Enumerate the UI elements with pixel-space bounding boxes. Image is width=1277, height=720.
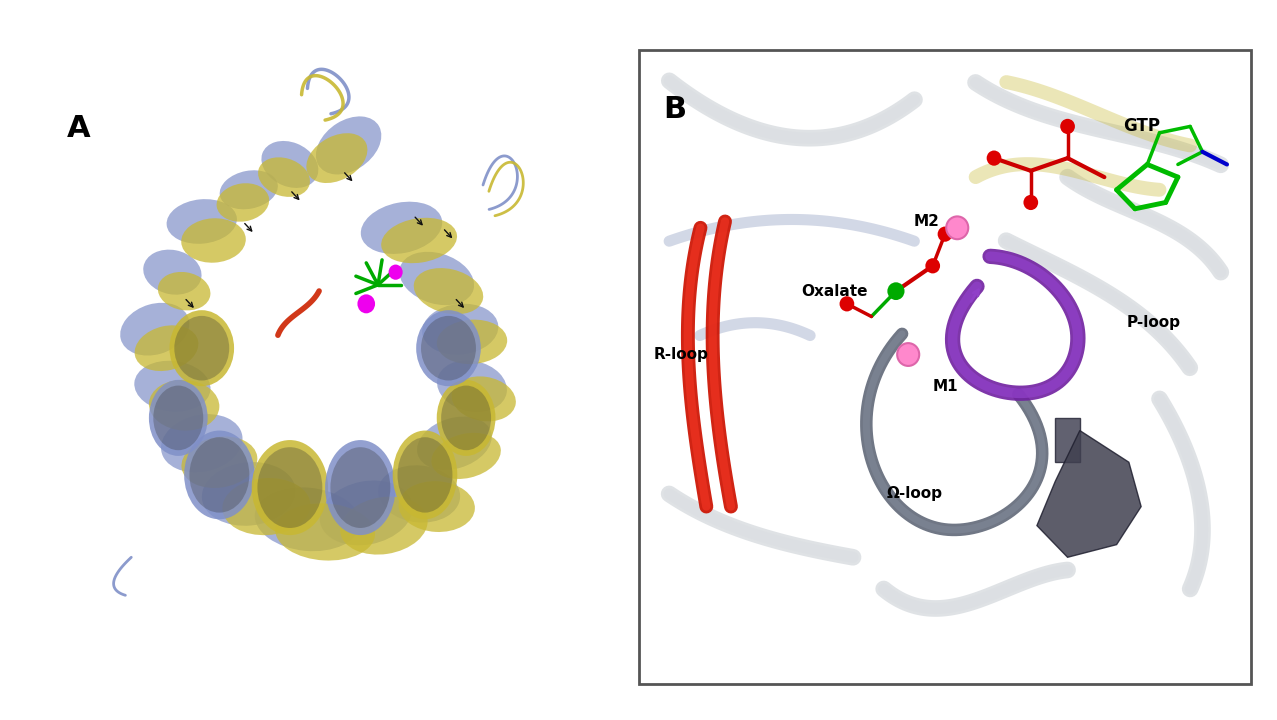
Circle shape — [358, 294, 375, 313]
FancyArrowPatch shape — [291, 192, 299, 199]
Circle shape — [1023, 195, 1038, 210]
Ellipse shape — [252, 440, 328, 535]
Circle shape — [388, 264, 402, 280]
Ellipse shape — [414, 268, 483, 314]
Ellipse shape — [437, 320, 507, 364]
Ellipse shape — [437, 380, 495, 456]
Ellipse shape — [134, 361, 211, 412]
Ellipse shape — [340, 497, 428, 554]
Ellipse shape — [166, 199, 238, 244]
Ellipse shape — [378, 465, 460, 523]
Ellipse shape — [184, 431, 254, 519]
Polygon shape — [1037, 431, 1142, 557]
Circle shape — [946, 217, 968, 239]
Ellipse shape — [170, 310, 234, 386]
Ellipse shape — [222, 478, 310, 535]
FancyArrowPatch shape — [186, 300, 193, 307]
Text: Ω-loop: Ω-loop — [886, 487, 942, 501]
Ellipse shape — [161, 414, 243, 472]
Ellipse shape — [421, 316, 476, 380]
Ellipse shape — [217, 183, 269, 222]
Ellipse shape — [306, 133, 368, 183]
Text: R-loop: R-loop — [654, 347, 709, 362]
Ellipse shape — [262, 141, 318, 188]
Ellipse shape — [326, 440, 396, 535]
Text: M2: M2 — [913, 214, 940, 229]
Text: Oxalate: Oxalate — [802, 284, 868, 299]
Circle shape — [1060, 119, 1075, 134]
Ellipse shape — [432, 433, 501, 479]
Ellipse shape — [158, 272, 211, 310]
Ellipse shape — [134, 325, 198, 371]
FancyArrowPatch shape — [456, 300, 464, 307]
Text: P-loop: P-loop — [1126, 315, 1180, 330]
FancyArrowPatch shape — [444, 230, 451, 238]
Ellipse shape — [393, 431, 457, 519]
Ellipse shape — [437, 361, 507, 412]
FancyArrowPatch shape — [345, 173, 351, 180]
Ellipse shape — [315, 117, 382, 174]
Ellipse shape — [423, 304, 498, 355]
Ellipse shape — [258, 447, 322, 528]
Ellipse shape — [174, 316, 230, 380]
FancyArrowPatch shape — [245, 223, 252, 231]
Ellipse shape — [400, 252, 474, 305]
Ellipse shape — [189, 437, 249, 513]
Ellipse shape — [416, 310, 481, 386]
Ellipse shape — [361, 202, 442, 254]
Ellipse shape — [398, 481, 475, 532]
Circle shape — [926, 258, 940, 274]
Ellipse shape — [441, 386, 492, 450]
Ellipse shape — [181, 218, 245, 263]
Ellipse shape — [149, 380, 220, 431]
Ellipse shape — [319, 480, 412, 545]
Ellipse shape — [452, 377, 516, 421]
Circle shape — [839, 296, 854, 312]
Circle shape — [898, 343, 919, 366]
Text: GTP: GTP — [1122, 117, 1160, 135]
Circle shape — [888, 282, 904, 300]
Ellipse shape — [258, 158, 310, 197]
Text: A: A — [66, 114, 91, 143]
Ellipse shape — [120, 303, 189, 356]
Ellipse shape — [220, 171, 278, 210]
Ellipse shape — [255, 487, 360, 552]
Ellipse shape — [397, 437, 452, 513]
Ellipse shape — [149, 380, 208, 456]
Ellipse shape — [202, 462, 296, 526]
FancyArrowPatch shape — [415, 217, 421, 225]
Circle shape — [987, 150, 1001, 166]
Ellipse shape — [181, 436, 258, 488]
Ellipse shape — [418, 417, 492, 470]
Ellipse shape — [382, 217, 457, 264]
Ellipse shape — [331, 447, 391, 528]
Text: M1: M1 — [932, 379, 958, 394]
Text: B: B — [663, 95, 686, 124]
Ellipse shape — [143, 250, 202, 294]
Polygon shape — [1055, 418, 1080, 462]
Circle shape — [937, 227, 953, 242]
Ellipse shape — [276, 503, 375, 561]
Ellipse shape — [153, 386, 203, 450]
